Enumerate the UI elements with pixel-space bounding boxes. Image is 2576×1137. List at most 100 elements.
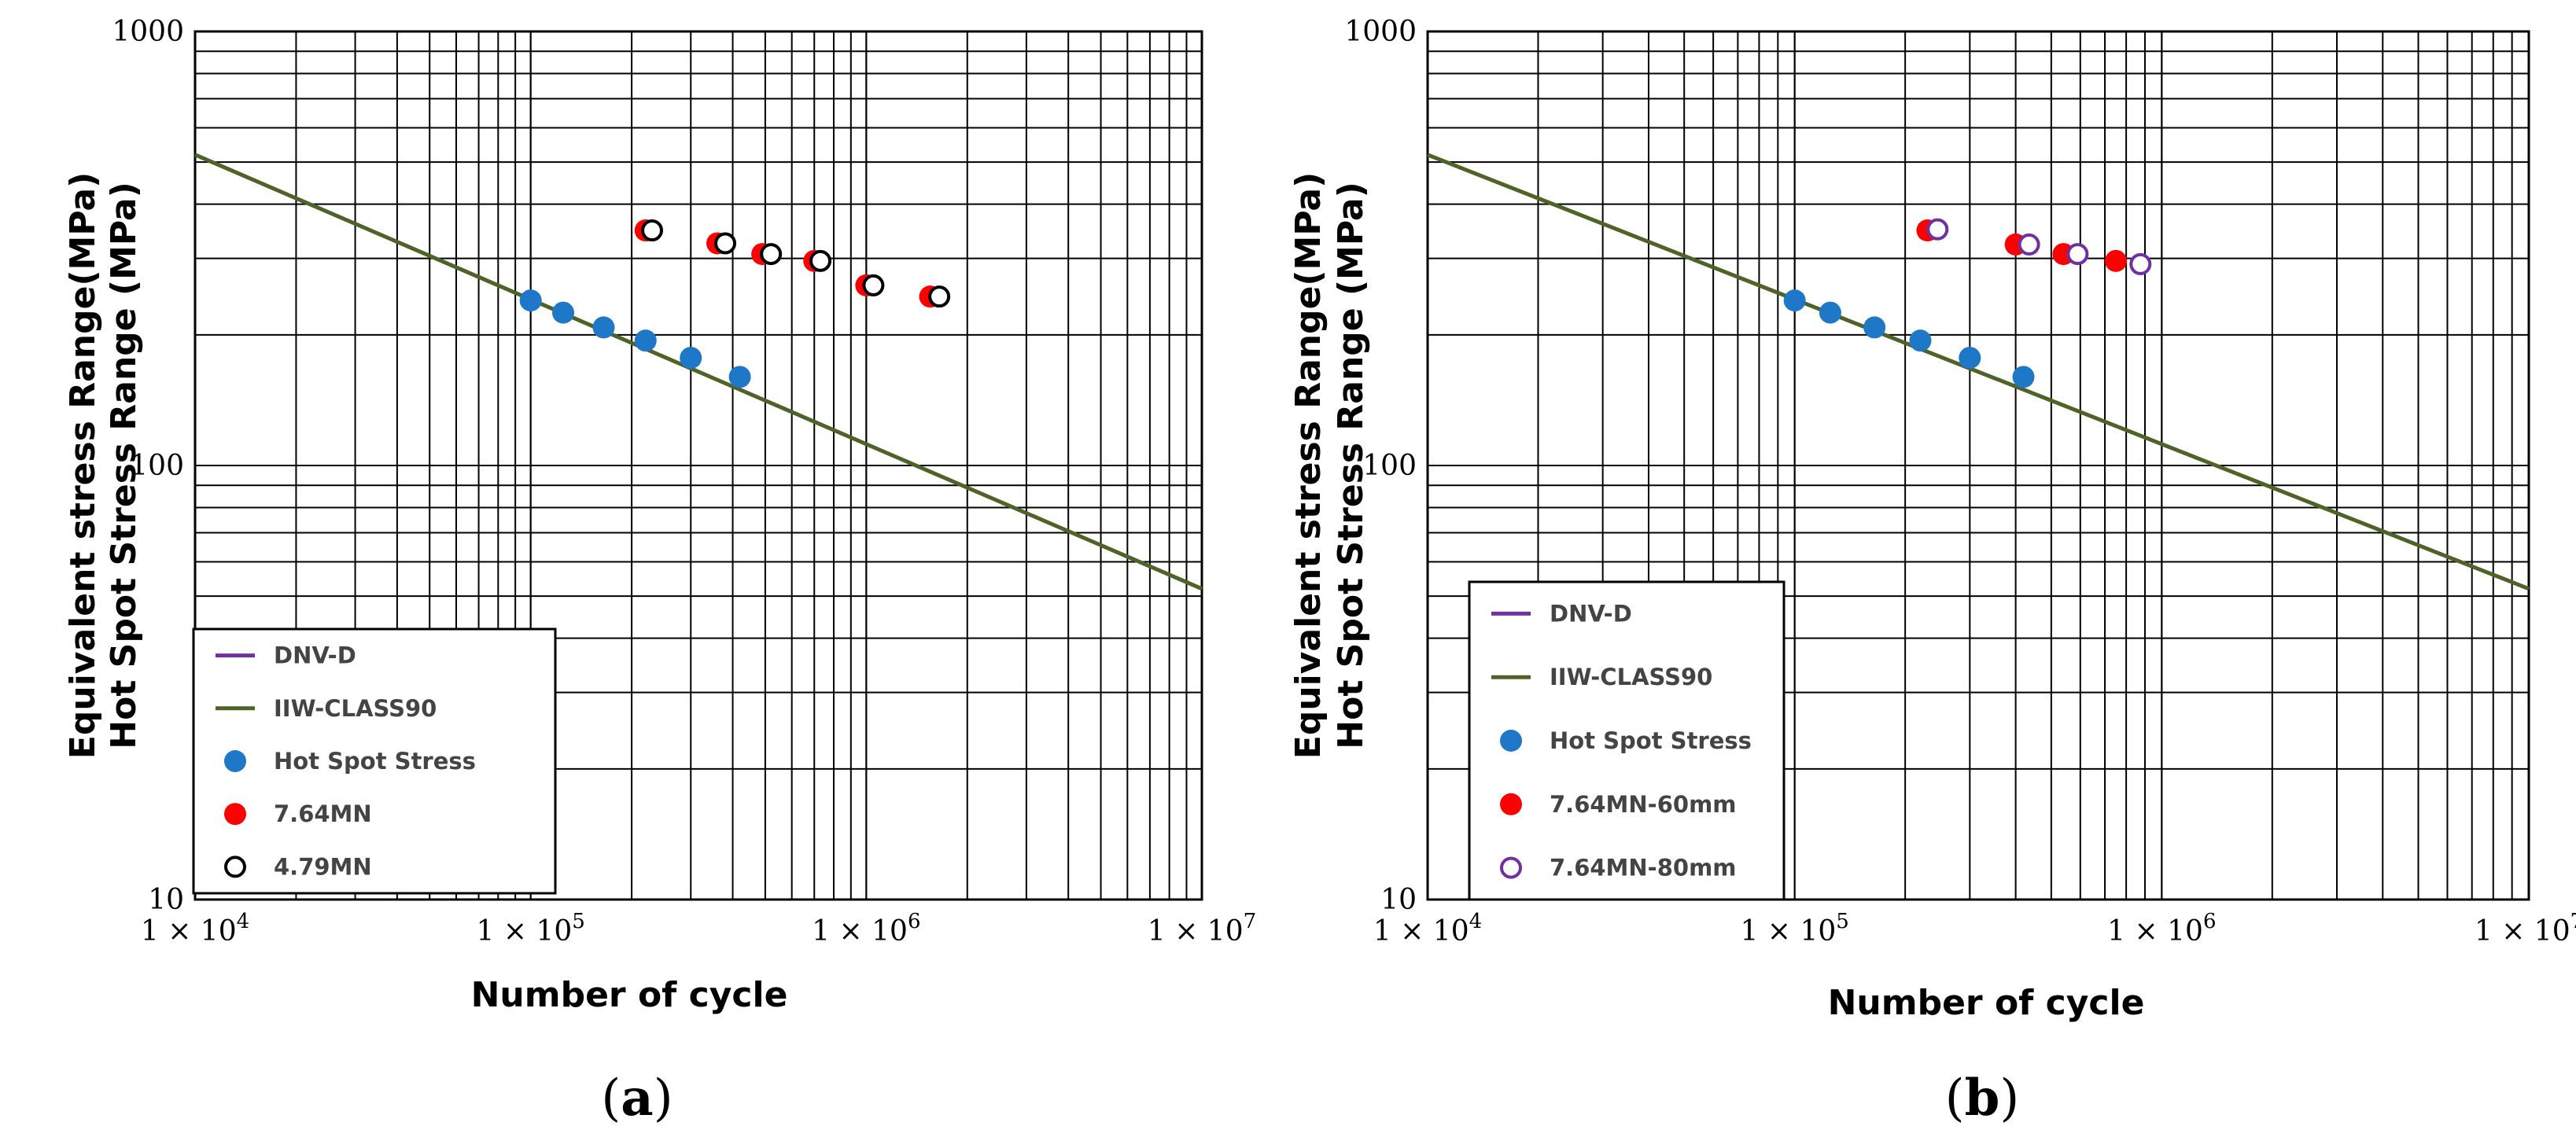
panel-label-open-paren: ( [601, 1069, 621, 1128]
panel-label-close-paren: ) [1999, 1069, 2019, 1128]
x-tick-mantissa: 1 × 10 [2475, 915, 2570, 948]
y-axis-label-line-2: Hot Spot Stress Range (MPa) [104, 182, 144, 749]
y-tick-label: 1000 [1344, 16, 1417, 48]
x-tick-label: 1 × 106 [2107, 910, 2216, 948]
x-tick-exponent: 4 [237, 910, 250, 933]
y-tick-label: 1000 [112, 16, 184, 48]
data-point [2129, 252, 2152, 275]
data-point [680, 347, 702, 370]
x-tick-exponent: 5 [572, 910, 585, 933]
data-point [2012, 366, 2035, 388]
data-point [714, 232, 737, 255]
plot-frame [193, 30, 1203, 901]
data-point [1909, 329, 1932, 352]
panel-label-letter: b [1965, 1069, 2000, 1128]
data-point [519, 289, 542, 312]
legend-swatch-marker [224, 803, 246, 826]
legend-label: 4.79MN [274, 853, 372, 880]
x-tick-mantissa: 1 × 10 [812, 915, 908, 948]
data-point [1819, 301, 1841, 324]
legend-swatch-marker [1500, 856, 1522, 879]
y-axis-label-line-2: Hot Spot Stress Range (MPa) [1331, 182, 1371, 749]
legend-label: DNV-D [274, 642, 356, 669]
data-point [760, 243, 783, 266]
legend-swatch-marker [224, 856, 246, 878]
legend-label: Hot Spot Stress [1550, 727, 1752, 754]
x-tick-label: 1 × 104 [141, 910, 249, 948]
x-tick-exponent: 7 [1244, 910, 1257, 933]
data-point [641, 219, 664, 242]
data-point [728, 366, 751, 388]
x-tick-mantissa: 1 × 10 [1741, 915, 1837, 948]
panel-label: (b) [1945, 1069, 2020, 1128]
series-iiw-class90 [1427, 153, 2530, 591]
y-axis-label-line-1: Equivalent stress Range(MPa) [63, 172, 103, 759]
series-hot-spot-stress [1783, 289, 2035, 388]
legend-label: 7.64MN-60mm [1550, 791, 1737, 818]
legend-box [192, 627, 557, 895]
legend-label: 7.64MN-80mm [1550, 855, 1737, 881]
x-tick-label: 1 × 105 [1741, 910, 1849, 948]
data-point [809, 249, 832, 272]
data-point [552, 301, 575, 324]
x-tick-mantissa: 1 × 10 [141, 915, 237, 948]
series-7-64mn [634, 219, 942, 308]
x-tick-mantissa: 1 × 10 [1148, 915, 1244, 948]
data-point [634, 329, 657, 352]
x-tick-exponent: 7 [2570, 910, 2576, 933]
y-tick-label: 10 [148, 884, 184, 916]
legend: DNV-D IIW-CLASS90 Hot Spot Stress 7.64MN-60… [1468, 580, 1786, 901]
legend-label: 7.64MN [274, 800, 372, 827]
panel-label-letter: a [621, 1069, 653, 1128]
legend-label: Hot Spot Stress [274, 748, 476, 775]
x-tick-exponent: 5 [1836, 910, 1849, 933]
x-tick-label: 1 × 105 [477, 910, 585, 948]
panel-label-close-paren: ) [654, 1069, 673, 1128]
plot-frame [1426, 30, 2530, 901]
grid [194, 31, 1203, 900]
series-hot-spot-stress [519, 289, 751, 388]
legend: DNV-D IIW-CLASS90 Hot Spot Stress 7.64MN 4.7… [192, 627, 557, 895]
y-tick-label: 100 [130, 450, 184, 482]
data-point [1783, 289, 1806, 312]
x-tick-label: 1 × 104 [1373, 910, 1482, 948]
x-tick-exponent: 6 [908, 910, 921, 933]
series-7-64mn-80mm [1926, 218, 2152, 275]
x-tick-label: 1 × 107 [2475, 910, 2576, 948]
data-point [862, 274, 885, 296]
x-tick-exponent: 6 [2203, 910, 2217, 933]
data-point [1863, 316, 1886, 339]
y-axis-label-line-1: Equivalent stress Range(MPa) [1288, 172, 1329, 759]
panel-label: (a) [601, 1069, 673, 1128]
x-tick-mantissa: 1 × 10 [2107, 915, 2203, 948]
series-line [1427, 153, 2530, 591]
data-point [1926, 218, 1949, 241]
legend-label: DNV-D [1550, 600, 1632, 627]
legend-label: IIW-CLASS90 [1550, 664, 1712, 690]
x-tick-label: 1 × 107 [1148, 910, 1256, 948]
panel-label-open-paren: ( [1945, 1069, 1965, 1128]
x-tick-exponent: 4 [1469, 910, 1483, 933]
series-4-79mn [641, 219, 951, 308]
x-axis-label: Number of cycle [1828, 983, 2145, 1023]
legend-swatch-marker [224, 750, 246, 772]
series-iiw-class90 [194, 153, 1203, 591]
data-point [1959, 347, 1981, 370]
data-point [2105, 249, 2128, 272]
y-tick-label: 10 [1380, 884, 1417, 916]
legend-swatch-marker [1500, 730, 1522, 752]
data-point [592, 316, 615, 339]
x-tick-mantissa: 1 × 10 [477, 915, 573, 948]
x-tick-label: 1 × 106 [812, 910, 920, 948]
data-point [2018, 233, 2040, 256]
legend-swatch-marker [1500, 793, 1522, 815]
x-axis-label: Number of cycle [471, 975, 788, 1015]
data-point [2066, 243, 2089, 266]
data-point [928, 285, 951, 308]
y-tick-label: 100 [1362, 450, 1417, 482]
x-tick-mantissa: 1 × 10 [1373, 915, 1469, 948]
legend-label: IIW-CLASS90 [274, 695, 437, 722]
